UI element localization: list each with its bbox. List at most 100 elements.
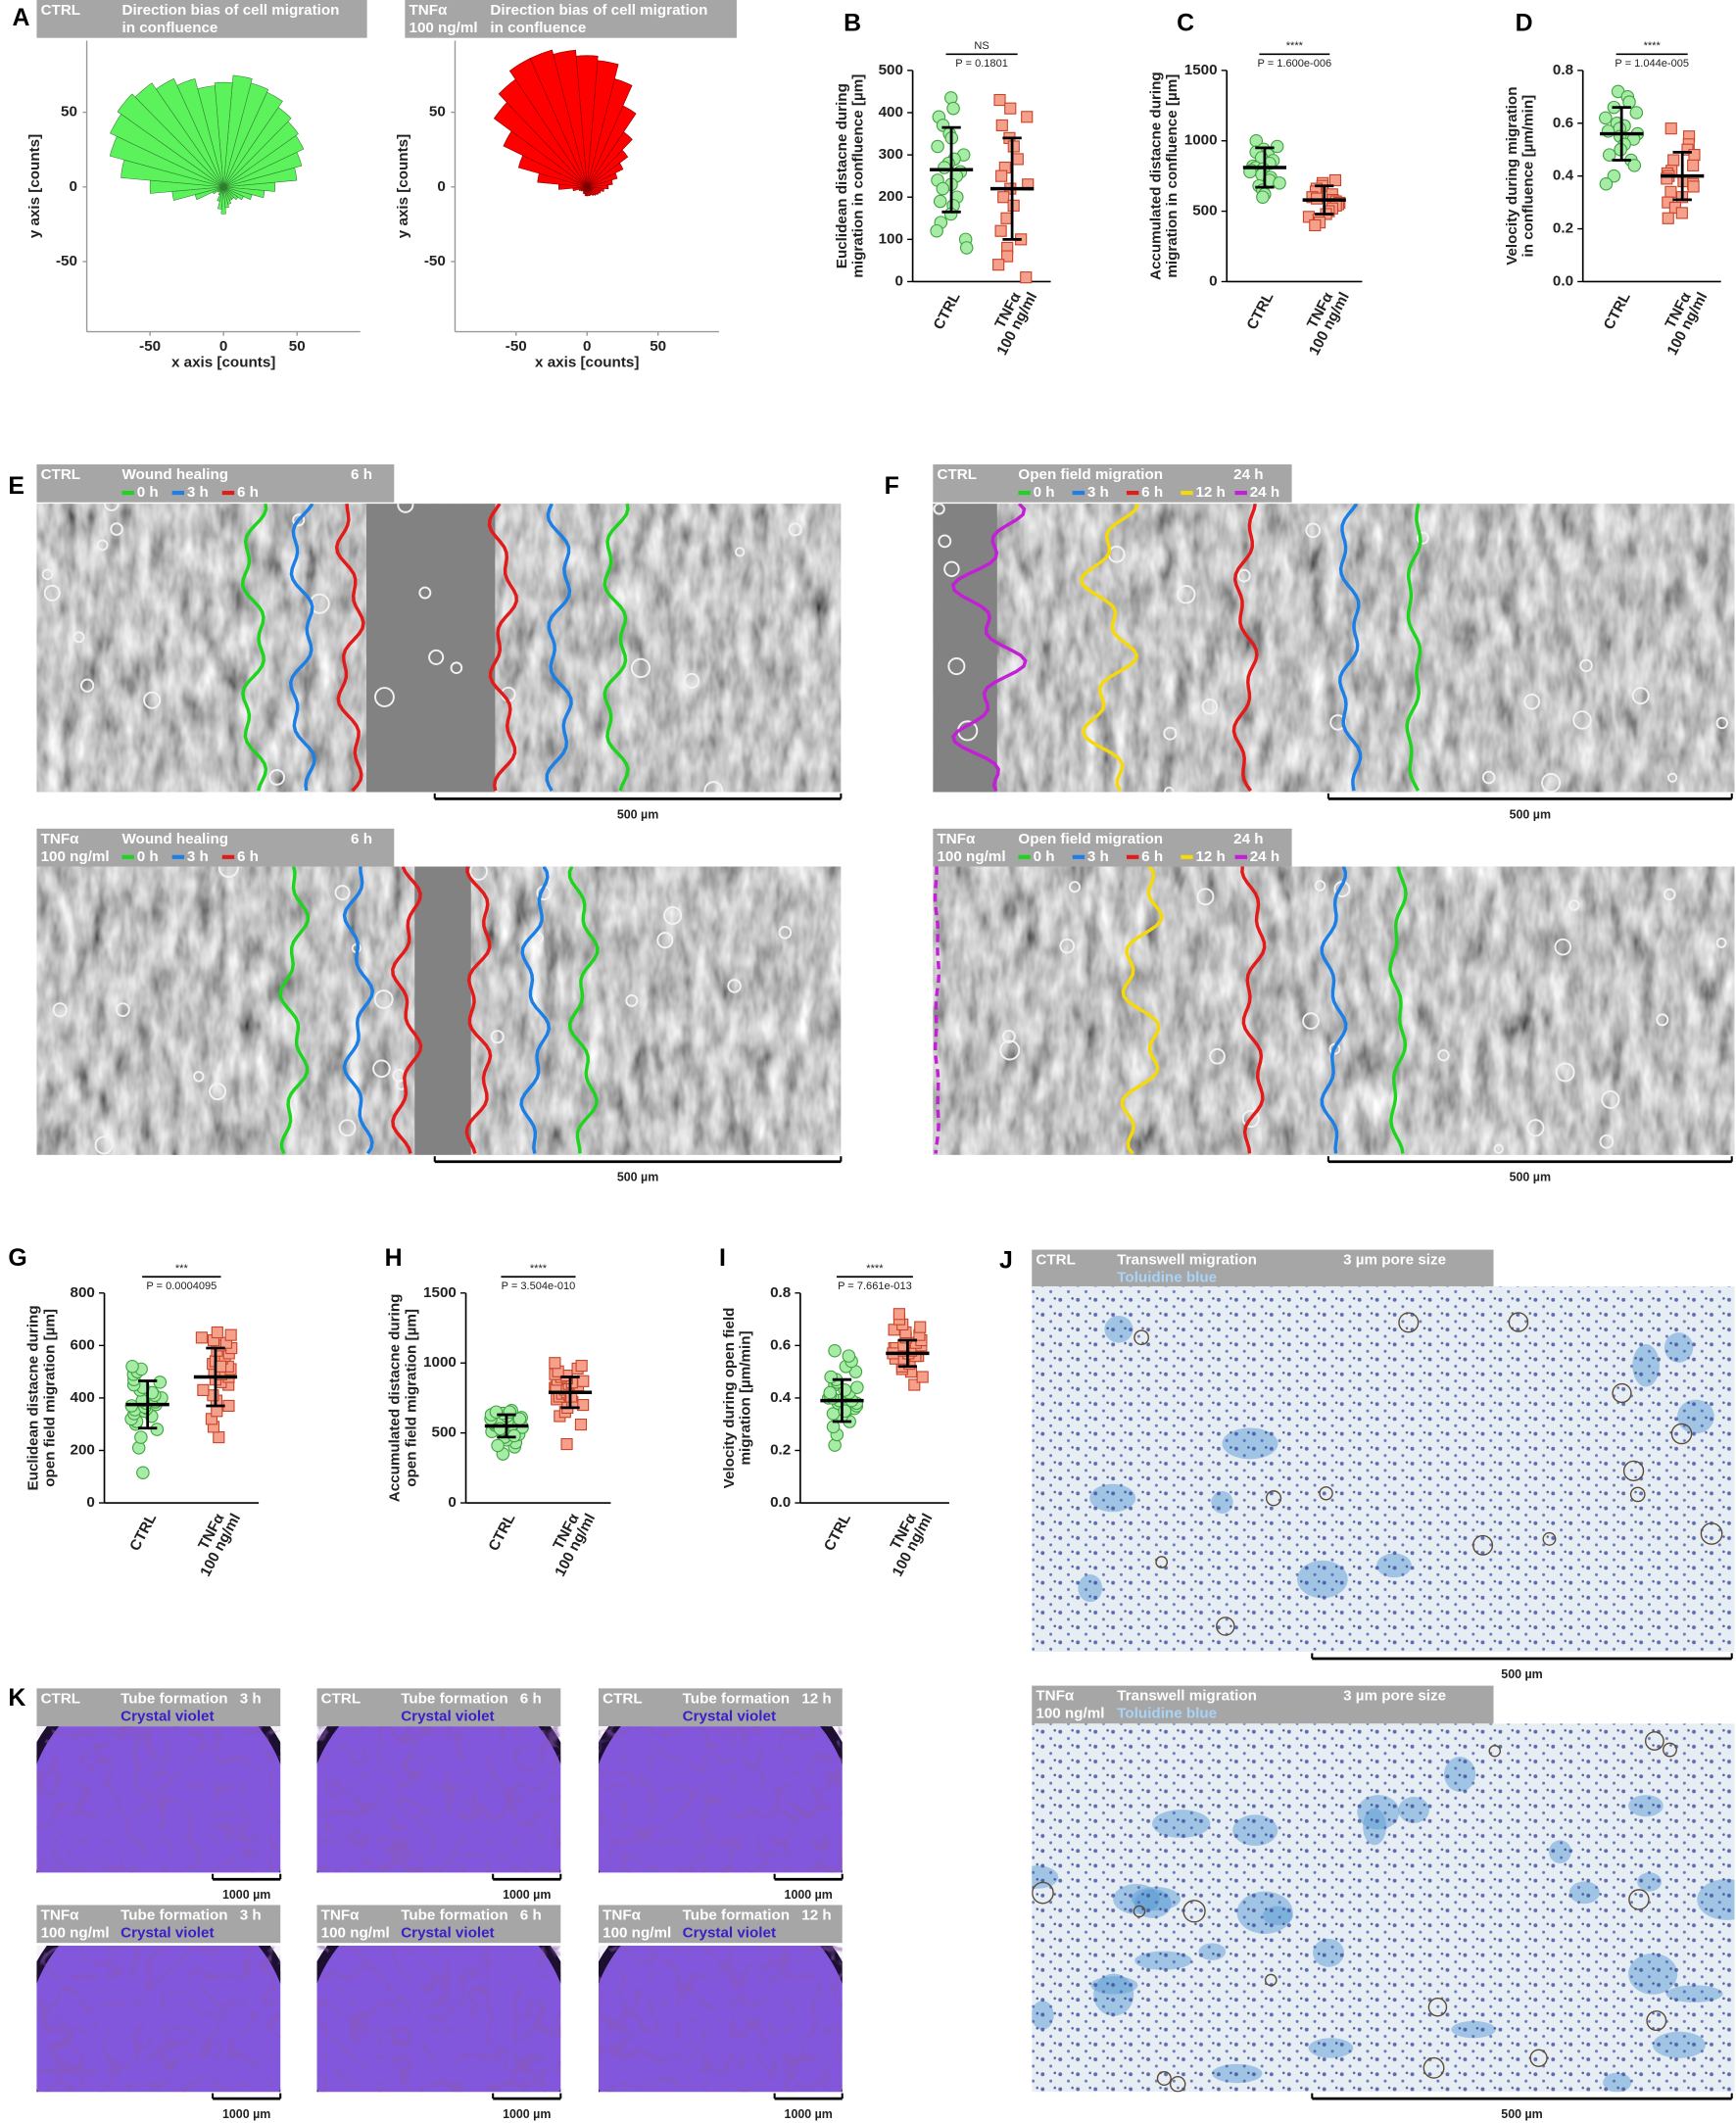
cell: [52, 1002, 68, 1018]
header-label: TNFα: [1036, 1688, 1075, 1705]
rose-sector: [498, 78, 588, 188]
significance: ****: [1644, 40, 1662, 52]
y-tick-label: 0.4: [1553, 168, 1574, 184]
header-title: Transwell migration: [1117, 1252, 1257, 1269]
data-point: [914, 1321, 927, 1333]
x-tick-label: CTRL: [126, 1511, 160, 1554]
data-point: [213, 1431, 225, 1444]
cell: [104, 504, 120, 511]
header-label: CTRL: [603, 1690, 643, 1707]
migration-front: [391, 866, 423, 1154]
rose-sector: [587, 186, 604, 192]
header-time: 3 h: [240, 1907, 262, 1924]
header-label: CTRL: [41, 2, 80, 19]
header-title: Tube formation: [683, 1907, 790, 1924]
p-value: P = 3.504e-010: [502, 1280, 576, 1292]
cell: [683, 672, 700, 690]
migration-front: [603, 504, 630, 792]
cell: [418, 586, 432, 600]
header-title: Tube formation: [121, 1690, 227, 1707]
y-tick-label: 500: [879, 62, 903, 78]
data-point: [995, 119, 1008, 132]
cell-free-area: [933, 504, 997, 793]
data-point: [1675, 207, 1688, 219]
y-axis-label: Euclidean distacne during: [25, 1305, 42, 1490]
cell: [1554, 938, 1572, 956]
data-point: [1599, 176, 1614, 191]
header-bar: [598, 1688, 843, 1727]
cell: [1555, 1062, 1575, 1083]
data-point: [1667, 154, 1680, 167]
legend-label: 0 h: [1034, 484, 1055, 501]
data-point: [828, 1343, 842, 1358]
header-stain: Toluidine blue: [1117, 1270, 1217, 1286]
header-stain: Crystal violet: [401, 1708, 494, 1724]
cell: [372, 1059, 391, 1079]
header-title: Wound healing: [122, 466, 229, 483]
panel-letter: J: [999, 1247, 1013, 1275]
y-axis-label: Velocity during open field: [721, 1308, 738, 1489]
header-stain: Toluidine blue: [1117, 1706, 1217, 1722]
data-point: [994, 224, 1007, 237]
cell: [625, 993, 639, 1007]
significance: ****: [866, 1263, 884, 1275]
data-point: [1000, 212, 1013, 224]
y-tick-label: 600: [71, 1336, 95, 1353]
header-label: TNFα: [41, 1907, 80, 1924]
x-axis-label: x axis [counts]: [171, 354, 275, 370]
cell: [1601, 1089, 1620, 1109]
y-tick-label: 0.2: [1553, 220, 1573, 237]
pore-ring: [1265, 1490, 1282, 1507]
scale-bar-label: 500 µm: [1510, 1171, 1551, 1184]
panel-letter: D: [1516, 9, 1533, 36]
scale-bar-label: 500 µm: [1501, 2107, 1542, 2121]
header-title: in confluence: [490, 20, 586, 36]
micrograph: [933, 504, 1735, 793]
data-point: [997, 191, 1010, 204]
migration-front: [567, 866, 600, 1154]
cell: [938, 534, 952, 549]
tube-network: [598, 1726, 843, 1873]
header-title: Tube formation: [121, 1907, 227, 1924]
header-bar: [36, 828, 395, 867]
data-point: [224, 1328, 237, 1341]
data-point: [1664, 185, 1677, 198]
header-time: 24 h: [1233, 831, 1263, 847]
data-point: [1687, 180, 1700, 193]
data-point: [1629, 106, 1644, 120]
data-point: [560, 1437, 573, 1451]
data-point: [936, 181, 950, 196]
pore-ring: [1644, 1731, 1664, 1751]
scale-bar-label: 1000 µm: [222, 2107, 270, 2121]
data-point: [1602, 148, 1616, 162]
migration-front: [1320, 866, 1348, 1154]
header-bar: [36, 1905, 281, 1944]
pore-ring: [1472, 1534, 1494, 1556]
data-point: [1687, 159, 1700, 171]
data-point: [1607, 169, 1621, 183]
header-time: 6 h: [351, 831, 372, 847]
cell: [1526, 1119, 1545, 1137]
pore-ring: [1629, 1486, 1646, 1503]
migration-front: [519, 866, 552, 1154]
migration-front: [1120, 866, 1164, 1155]
header-label: 100 ng/ml: [321, 1925, 390, 1942]
cell: [1656, 1013, 1669, 1027]
y-tick-label: 0.8: [1553, 62, 1573, 78]
data-point: [195, 1331, 208, 1344]
data-point: [959, 241, 974, 255]
cell: [490, 1030, 505, 1044]
cell: [656, 932, 674, 949]
y-tick-label: 1000: [423, 1354, 457, 1371]
legend-label: 12 h: [1195, 848, 1225, 865]
x-tick-label: CTRL: [821, 1511, 854, 1554]
y-tick-label: 1500: [423, 1284, 457, 1301]
y-tick-label: 0.2: [770, 1441, 791, 1458]
header-label: CTRL: [937, 466, 977, 483]
cell: [630, 657, 651, 679]
data-point: [1664, 122, 1677, 135]
cell: [778, 926, 793, 940]
migration-front: [464, 866, 493, 1155]
scale-bar-label: 500 µm: [1510, 807, 1551, 821]
header-label: TNFα: [937, 831, 976, 847]
